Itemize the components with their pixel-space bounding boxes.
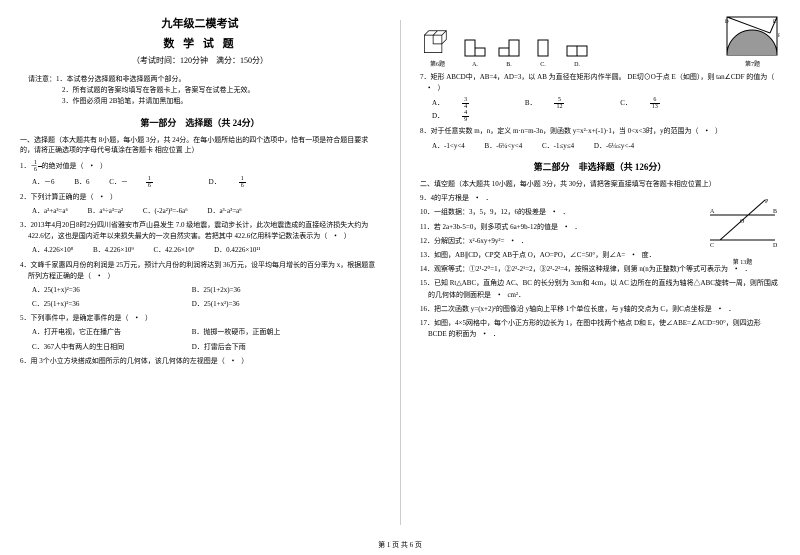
q3-options: A．4.226×10⁸ B．4.226×10⁹ C．42.26×10⁹ D．0.…: [20, 245, 380, 256]
exam-title: 九年级二模考试: [20, 15, 380, 31]
q1-options: A．－6 B．6 C．－16 D．16: [20, 176, 380, 189]
q4-b: B．25(1+2x)=36: [192, 285, 241, 296]
notice-1: 请注意：1．本试卷分选择题和非选择题两个部分。: [28, 74, 380, 85]
q1-a: A．－6: [32, 177, 55, 188]
q4-c: C．25(1+x)²=36: [32, 299, 172, 310]
svg-text:C: C: [710, 243, 714, 249]
q6-opt-b: B.: [495, 36, 523, 68]
parallel-lines-icon: A B C D P O: [705, 195, 780, 255]
q3-c: C．42.26×10⁹: [154, 245, 195, 256]
q10: 10．一组数据：3，5，9，12，6的极差是 • ．: [420, 207, 690, 218]
q6-a-label: A.: [461, 62, 489, 68]
q3-a: A．4.226×10⁸: [32, 245, 73, 256]
q7-a: A．34: [432, 97, 505, 110]
q6-opt-d: D.: [563, 36, 591, 68]
svg-text:F: F: [778, 34, 780, 39]
notice-2: 2．所有试题的答案均填写在答题卡上，答案写在试卷上无效。: [62, 85, 380, 96]
q13: 13．如图，AB∥CD，CP交 AB于点 O，AO=PO，∠C=50°，则∠A=…: [420, 250, 690, 261]
q7-figure: E F D 第7题: [725, 15, 780, 68]
shape-a-icon: [461, 36, 489, 60]
q5-options: A．打开电视，它正在播广告 B．抛掷一枚硬币，正面朝上: [20, 327, 380, 338]
q5: 5．下列事件中，是确定事件的是（ • ）: [20, 313, 380, 324]
q5-a: A．打开电视，它正在播广告: [32, 327, 172, 338]
cube-3d-icon: [420, 22, 455, 57]
q4-options2: C．25(1+x)²=36 D．25(1+x²)=36: [20, 299, 380, 310]
q1-tail: 的绝对值是（ • ）: [42, 162, 107, 170]
q16: 16．把二次函数 y=(x+2)²的图像沿 y轴向上平移 1个单位长度，与 y轴…: [420, 304, 780, 315]
section1-instruction: 一、选择题（本大题共有 8小题，每小题 3分，共 24分。在每小题所给出的四个选…: [20, 135, 380, 156]
rect-semicircle-icon: E F D: [725, 15, 780, 57]
svg-text:E: E: [773, 20, 776, 25]
q6-opt-c: C.: [529, 36, 557, 68]
q1-d: D．16: [209, 176, 282, 189]
q6-fig-label: 第6题: [420, 59, 455, 68]
q4-d: D．25(1+x²)=36: [192, 299, 240, 310]
q6-cube-fig: 第6题: [420, 22, 455, 68]
q2-options: A．a³+a³=a⁶ B．a⁶÷a³=a² C．(-2a²)³=-6a⁶ D．a…: [20, 206, 380, 217]
q2: 2．下列计算正确的是（ • ）: [20, 192, 380, 203]
q8-b: B．-6¼<y<4: [485, 141, 523, 152]
section2-instruction: 二、填空题（本大题共 10小题，每小题 3分，共 30分，请把答案直接填写在答题…: [420, 179, 780, 190]
svg-text:P: P: [765, 199, 769, 205]
q9: 9．4的平方根是 • ．: [420, 193, 690, 204]
q6: 6．用 3个小立方块搭成如图所示的几何体，该几何体的左视图是（ • ）: [20, 356, 380, 367]
section1-header: 第一部分 选择题（共 24分）: [20, 116, 380, 129]
svg-text:B: B: [773, 209, 777, 215]
left-column: 九年级二模考试 数 学 试 题 （考试时间：120分钟 满分：150分） 请注意…: [0, 0, 400, 555]
page-footer: 第 1 页 共 6 页: [0, 540, 800, 550]
exam-info: （考试时间：120分钟 满分：150分）: [20, 55, 380, 66]
q6-d-label: D.: [563, 62, 591, 68]
shape-c-icon: [529, 36, 557, 60]
q7-d: D．49: [432, 110, 505, 123]
subject-title: 数 学 试 题: [20, 35, 380, 51]
q7: 7．矩形 ABCD中，AB=4，AD=3，以 AB 为直径在矩形内作半圆。 DE…: [420, 72, 780, 94]
q1-b: B．6: [74, 177, 89, 188]
q13-fig-label: 第 13题: [705, 257, 780, 266]
svg-text:O: O: [740, 219, 745, 225]
right-column: 第6题 A. B. C. D. E F D: [400, 0, 800, 555]
q8-options: A．-1<y<4 B．-6¼<y<4 C．-1≤y≤4 D．-6¼≤y<-4: [420, 141, 780, 152]
svg-text:D: D: [725, 20, 729, 25]
q12: 12．分解因式：x²-6xy+9y²= • ．: [420, 236, 690, 247]
q3-b: B．4.226×10⁹: [93, 245, 134, 256]
q11: 11．若 2a+3b-5=0，则多项式 6a+9b-12的值是 • ．: [420, 222, 690, 233]
q7-fig-label: 第7题: [725, 59, 780, 68]
q4-a: A．25(1+x)²=36: [32, 285, 172, 296]
q5-d: D．打雷后会下雨: [192, 342, 246, 353]
section2-header: 第二部分 非选择题（共 126分）: [420, 160, 780, 173]
q7-c: C．613: [620, 97, 696, 110]
shape-d-icon: [563, 36, 591, 60]
q17: 17．如图，4×5网格中，每个小正方形的边长为 1，在图中找两个格点 D和 E，…: [420, 318, 780, 340]
shape-b-icon: [495, 36, 523, 60]
q8-c: C．-1≤y≤4: [542, 141, 574, 152]
q2-b: B．a⁶÷a³=a²: [88, 206, 123, 217]
svg-text:A: A: [710, 209, 715, 215]
svg-text:D: D: [773, 243, 778, 249]
q3-d: D．0.4226×10¹¹: [214, 245, 260, 256]
q2-c: C．(-2a²)³=-6a⁶: [143, 206, 188, 217]
q5-b: B．抛掷一枚硬币，正面朝上: [192, 327, 281, 338]
q4: 4．文峰千家惠四月份的利润是 25万元，预计六月份的利润将达到 36万元，设平均…: [20, 260, 380, 282]
q6-opt-a: A.: [461, 36, 489, 68]
q6-figures: 第6题 A. B. C. D. E F D: [420, 15, 780, 68]
q8-d: D．-6¼≤y<-4: [594, 141, 634, 152]
q8-a: A．-1<y<4: [432, 141, 465, 152]
notice-3: 3．作图必须用 2B铅笔，并请加黑加粗。: [62, 96, 380, 107]
q2-a: A．a³+a³=a⁶: [32, 206, 68, 217]
q15: 15．已知 Rt△ABC，直角边 AC、BC 的长分别为 3cm和 4cm，以 …: [420, 278, 780, 300]
q6-b-label: B.: [495, 62, 523, 68]
q3: 3．2013年4月20日8时2分四川省雅安市芦山县发生 7.0 级地震，震动步长…: [20, 220, 380, 242]
q6-c-label: C.: [529, 62, 557, 68]
q7-b: B．512: [525, 97, 601, 110]
q8: 8．对于任意实数 m，n，定义 m·n=m-3n，则函数 y=x²·x+(-1)…: [420, 126, 780, 137]
q5-c: C．367人中有两人的生日相同: [32, 342, 172, 353]
q13-figure: A B C D P O 第 13题: [705, 195, 780, 266]
q5-options2: C．367人中有两人的生日相同 D．打雷后会下雨: [20, 342, 380, 353]
q7-options: A．34 B．512 C．613 D．49: [420, 97, 780, 123]
q2-d: D．a³·a³=a⁶: [207, 206, 241, 217]
q1-c: C．－16: [109, 176, 189, 189]
q4-options: A．25(1+x)²=36 B．25(1+2x)=36: [20, 285, 380, 296]
q1: 1．－16的绝对值是（ • ）: [20, 160, 380, 173]
